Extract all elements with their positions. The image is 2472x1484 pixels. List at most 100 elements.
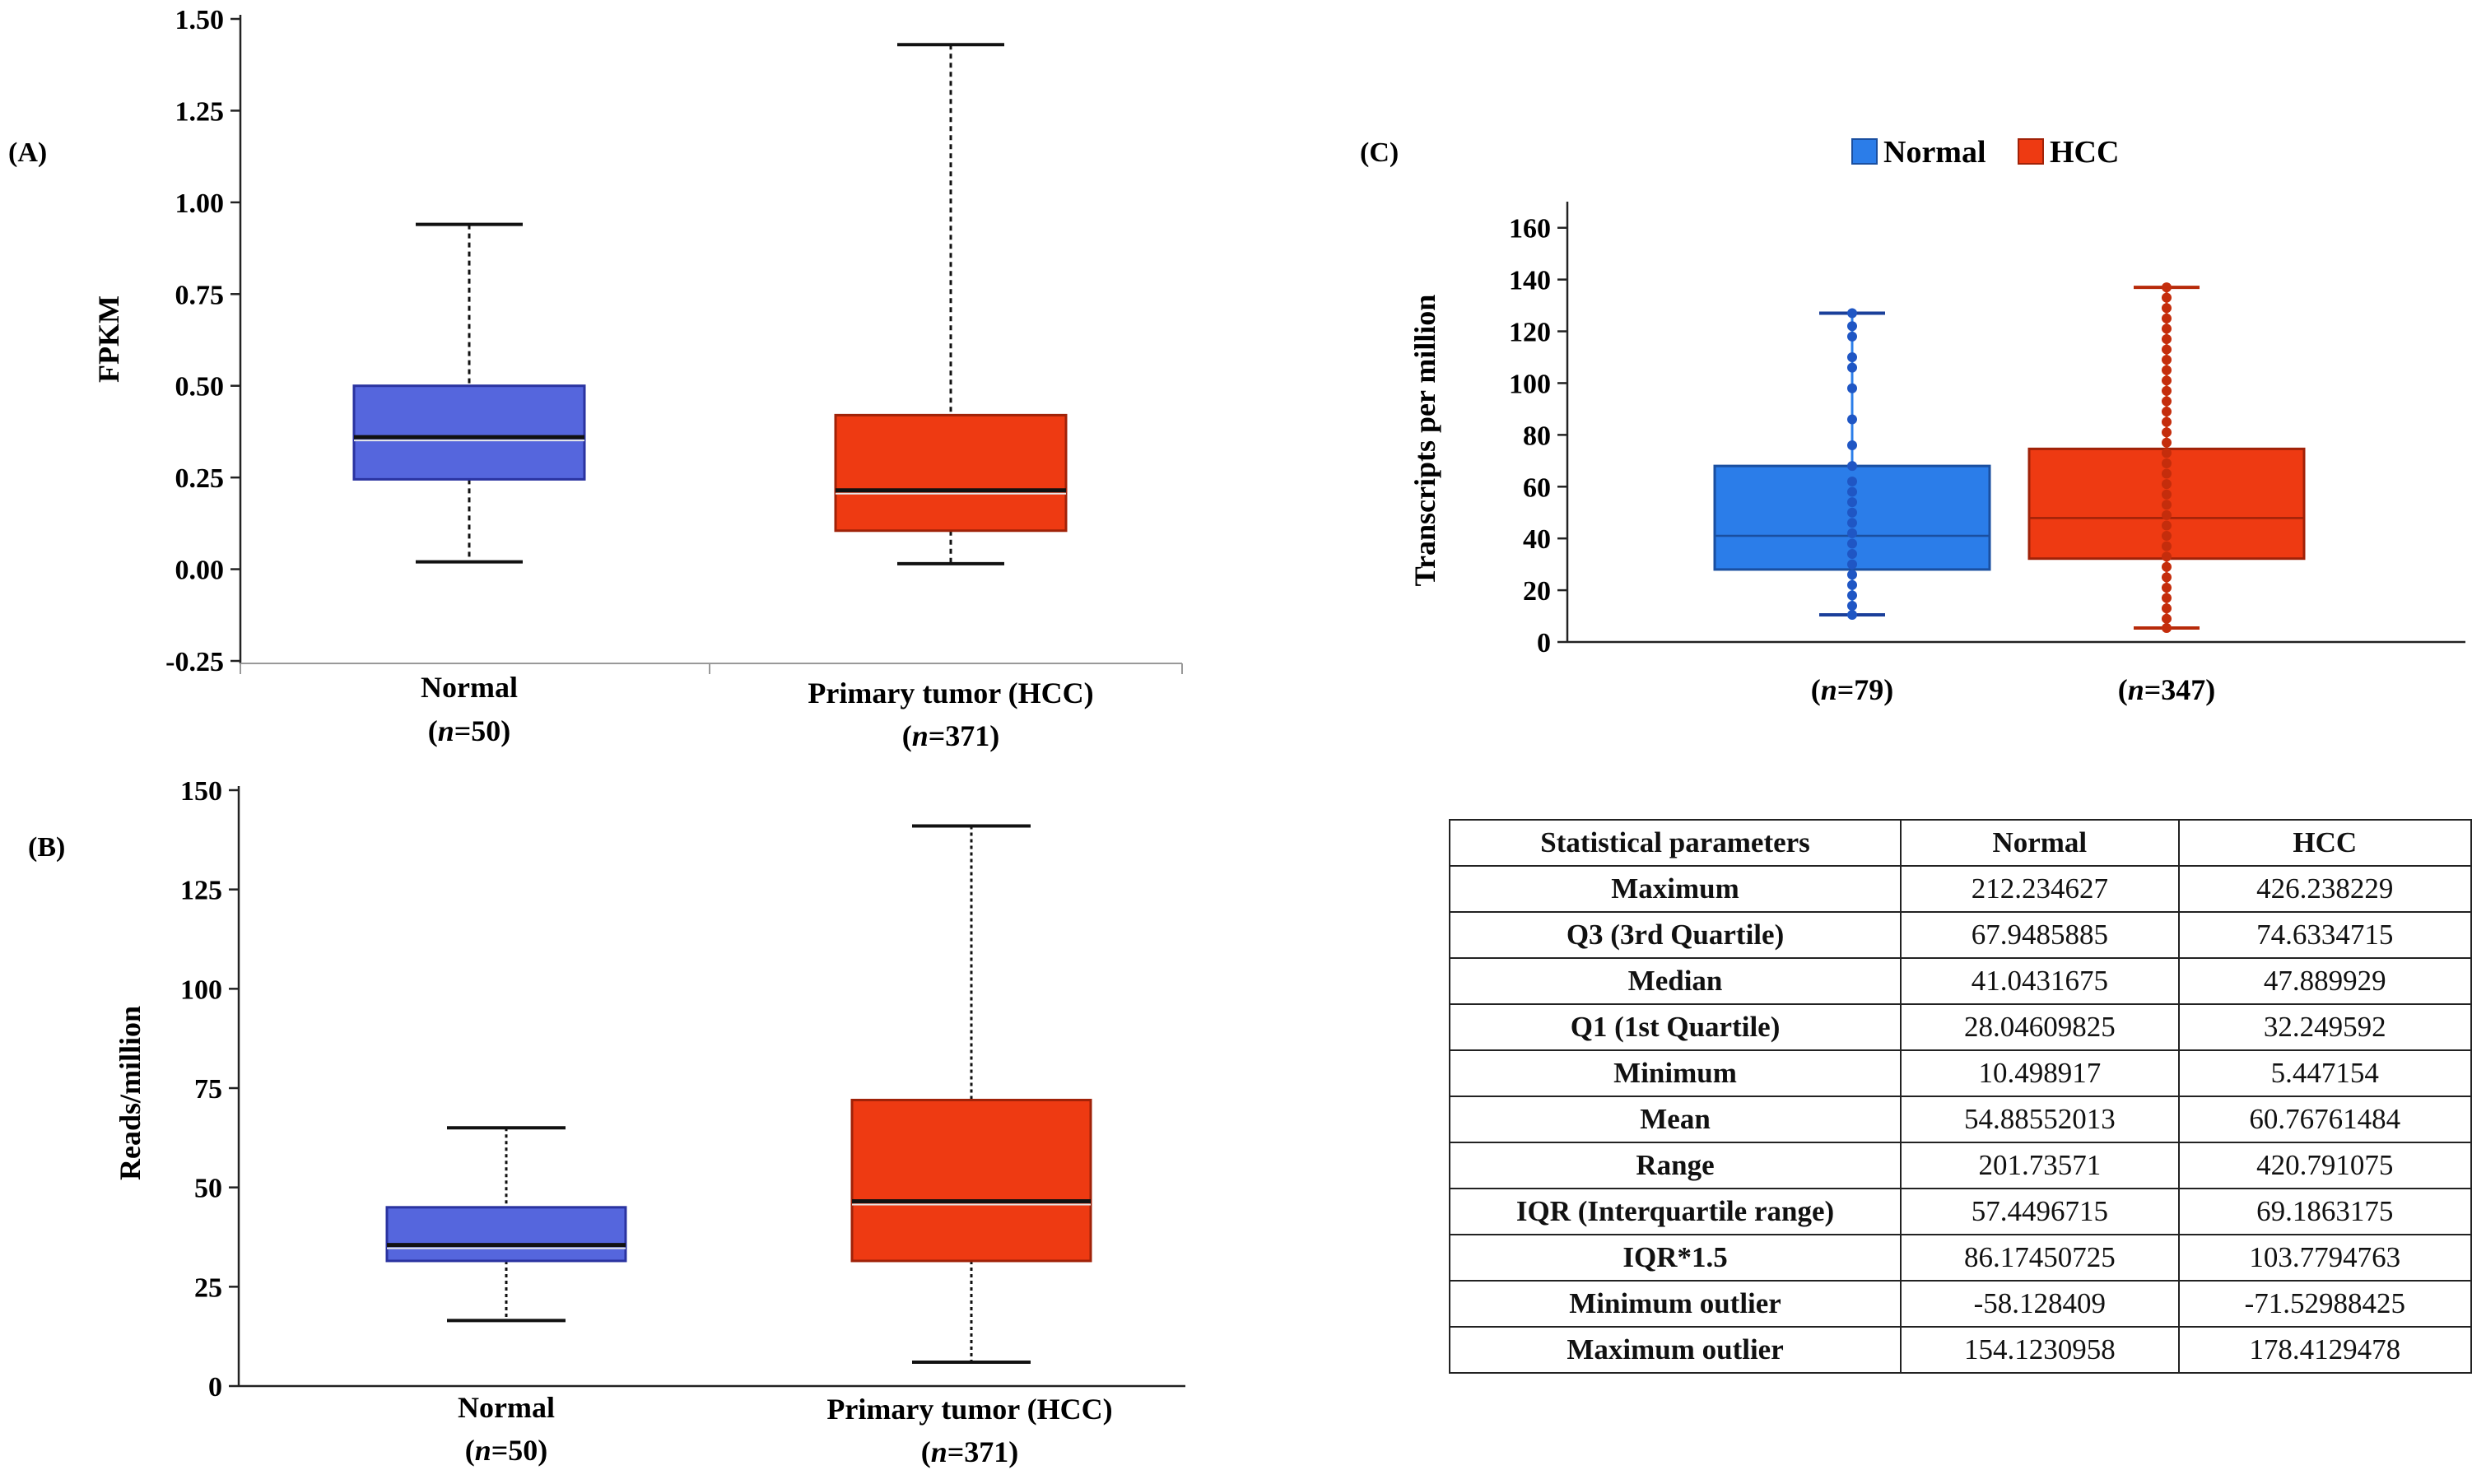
data-point xyxy=(1847,600,1857,611)
y-tick-label: 0 xyxy=(1537,628,1551,658)
data-point xyxy=(2162,468,2172,479)
table-cell-value: 28.04609825 xyxy=(1900,1003,2180,1051)
table-row: Maximum 212.234627 426.238229 xyxy=(1448,865,2472,913)
y-tick-label: 0.50 xyxy=(175,372,225,402)
table-cell-value: -71.52988425 xyxy=(2177,1280,2472,1328)
data-point xyxy=(2162,437,2172,448)
panel-a-cat-label: Normal xyxy=(421,671,518,704)
table-row: Maximum outlier 154.1230958 178.4129478 xyxy=(1448,1326,2472,1374)
table-row: Minimum 10.498917 5.447154 xyxy=(1448,1049,2472,1097)
table-cell-value: 47.889929 xyxy=(2177,957,2472,1005)
y-tick-label: 60 xyxy=(1523,472,1551,503)
table-cell-value: -58.128409 xyxy=(1900,1280,2180,1328)
data-point xyxy=(1847,476,1857,486)
table-cell-value: 41.0431675 xyxy=(1900,957,2180,1005)
panel-a-boxes xyxy=(352,43,1068,565)
panel-b: (B) 150 125 100 75 50 25 0 Reads/million Norma… xyxy=(28,776,1185,1468)
y-tick-label: 0.25 xyxy=(175,463,225,494)
legend-normal-label: Normal xyxy=(1883,135,1986,170)
table-row: Median 41.0431675 47.889929 xyxy=(1448,957,2472,1005)
box-hcc xyxy=(834,43,1068,565)
data-point xyxy=(1847,559,1857,570)
y-tick-label: 50 xyxy=(194,1174,222,1204)
table-cell-parameter: IQR (Interquartile range) xyxy=(1448,1188,1902,1235)
panel-b-cat-label: Normal xyxy=(458,1391,555,1424)
data-point xyxy=(2162,375,2172,386)
data-point xyxy=(1847,461,1857,472)
panel-b-letter: (B) xyxy=(28,832,65,863)
box-iqr xyxy=(834,413,1068,533)
panel-a-cat-label: Primary tumor (HCC) xyxy=(808,677,1093,709)
table-row: IQR*1.5 86.17450725 103.7794763 xyxy=(1448,1234,2472,1282)
data-point xyxy=(2162,593,2172,603)
data-point xyxy=(1847,590,1857,601)
panel-b-boxes xyxy=(385,824,1092,1365)
table-body: Maximum 212.234627 426.238229 Q3 (3rd Quart… xyxy=(1448,865,2472,1374)
table-cell-value: 5.447154 xyxy=(2177,1049,2472,1097)
data-point xyxy=(1847,486,1857,497)
data-point xyxy=(2162,407,2172,417)
data-point xyxy=(2162,282,2172,293)
table-header: Normal xyxy=(1900,819,2180,867)
data-point xyxy=(2162,344,2172,355)
panel-b-category-hcc: Primary tumor (HCC) (n=371) xyxy=(826,1393,1112,1468)
legend-hcc-label: HCC xyxy=(2050,135,2119,170)
panel-b-y-ticks: 150 125 100 75 50 25 0 xyxy=(180,776,239,1403)
data-point xyxy=(1847,321,1857,332)
table-header-row: Statistical parameters Normal HCC xyxy=(1448,819,2472,867)
data-point xyxy=(2162,427,2172,438)
legend-normal-swatch xyxy=(1851,138,1878,165)
table-cell-value: 74.6334715 xyxy=(2177,911,2472,959)
data-point xyxy=(2162,541,2172,551)
table-header: HCC xyxy=(2177,819,2472,867)
panel-a-category-normal: Normal (n=50) xyxy=(421,671,518,747)
table-cell-parameter: Mean xyxy=(1448,1096,1902,1143)
panel-c-cat-n: (n=79) xyxy=(1811,673,1894,706)
data-point xyxy=(2162,333,2172,344)
box-iqr xyxy=(850,1098,1092,1263)
y-tick-label: 120 xyxy=(1509,318,1551,348)
table-cell-value: 103.7794763 xyxy=(2177,1234,2472,1282)
table-row: Mean 54.88552013 60.76761484 xyxy=(1448,1096,2472,1143)
table-cell-value: 60.76761484 xyxy=(2177,1096,2472,1143)
data-point xyxy=(1847,609,1857,620)
panel-c: (C) Normal HCC 160 140 120 100 80 60 40 20 0 Tra… xyxy=(1360,135,2465,706)
panel-a-letter: (A) xyxy=(8,137,47,168)
panel-a-category-hcc: Primary tumor (HCC) (n=371) xyxy=(808,677,1093,752)
data-point xyxy=(1847,414,1857,425)
y-tick-label: 20 xyxy=(1523,576,1551,607)
box-hcc xyxy=(850,824,1092,1365)
y-tick-label: 160 xyxy=(1509,214,1551,244)
panel-b-category-normal: Normal (n=50) xyxy=(458,1391,555,1467)
panel-c-y-label: Transcripts per million xyxy=(1408,295,1441,587)
y-tick-label: 40 xyxy=(1523,524,1551,555)
data-point xyxy=(2162,603,2172,614)
data-point xyxy=(2162,313,2172,323)
table-cell-parameter: Q3 (3rd Quartile) xyxy=(1448,911,1902,959)
table-cell-parameter: Maximum outlier xyxy=(1448,1326,1902,1374)
box-iqr xyxy=(352,384,586,481)
data-point xyxy=(1847,308,1857,319)
table-header: Statistical parameters xyxy=(1448,819,1902,867)
data-point xyxy=(1847,352,1857,363)
data-point xyxy=(2162,396,2172,407)
table-cell-value: 32.249592 xyxy=(2177,1003,2472,1051)
data-point xyxy=(2162,365,2172,375)
statistics-table: Statistical parameters Normal HCC Maximu… xyxy=(1448,819,2472,1374)
table-cell-value: 178.4129478 xyxy=(2177,1326,2472,1374)
y-tick-label: 75 xyxy=(194,1074,222,1105)
data-point xyxy=(2162,572,2172,583)
panel-a-cat-n: (n=50) xyxy=(428,714,511,747)
data-point xyxy=(1847,538,1857,549)
table-cell-value: 212.234627 xyxy=(1900,865,2180,913)
table-cell-parameter: Median xyxy=(1448,957,1902,1005)
data-point xyxy=(1847,362,1857,373)
legend-hcc-swatch xyxy=(2018,138,2044,165)
table-cell-value: 57.4496715 xyxy=(1900,1188,2180,1235)
panel-b-cat-n: (n=371) xyxy=(921,1435,1019,1468)
panel-a-y-label: FPKM xyxy=(92,295,125,383)
table-row: Q1 (1st Quartile) 28.04609825 32.249592 xyxy=(1448,1003,2472,1051)
table-cell-parameter: Q1 (1st Quartile) xyxy=(1448,1003,1902,1051)
data-point xyxy=(1847,570,1857,580)
y-tick-label: 0 xyxy=(208,1372,222,1403)
